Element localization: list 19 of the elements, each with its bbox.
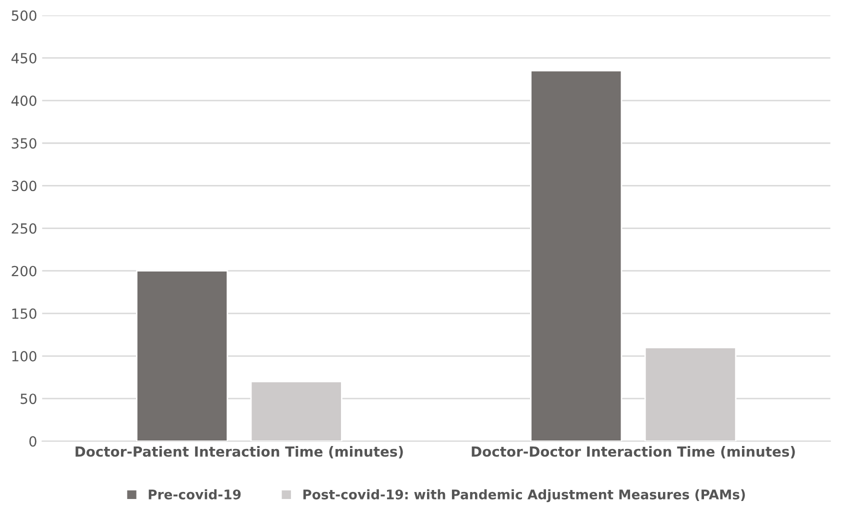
bar <box>250 380 342 442</box>
x-tick-label: Doctor-Doctor Interaction Time (minutes) <box>472 446 795 458</box>
bar <box>644 346 736 442</box>
y-tick-label: 350 <box>12 138 36 149</box>
x-tick-label: Doctor-Patient Interaction Time (minutes) <box>76 446 403 458</box>
y-tick-label: 200 <box>12 266 36 276</box>
y-tick-label: 400 <box>11 96 36 106</box>
legend-label: Post-covid-19: with Pandemic Adjustment Measures (PAMs) <box>303 489 745 502</box>
bar <box>136 270 228 442</box>
y-tick-label: 500 <box>12 10 36 21</box>
y-tick-label: 300 <box>12 180 36 192</box>
y-tick-label: 150 <box>12 308 36 319</box>
y-tick-label: 50 <box>20 394 36 404</box>
y-tick-label: 100 <box>12 350 36 362</box>
y-tick-label: 250 <box>12 223 36 234</box>
legend-label: Pre-covid-19 <box>148 489 241 500</box>
bar <box>530 70 622 442</box>
y-tick-label: 450 <box>11 52 36 64</box>
y-tick-label: 0 <box>29 436 36 447</box>
